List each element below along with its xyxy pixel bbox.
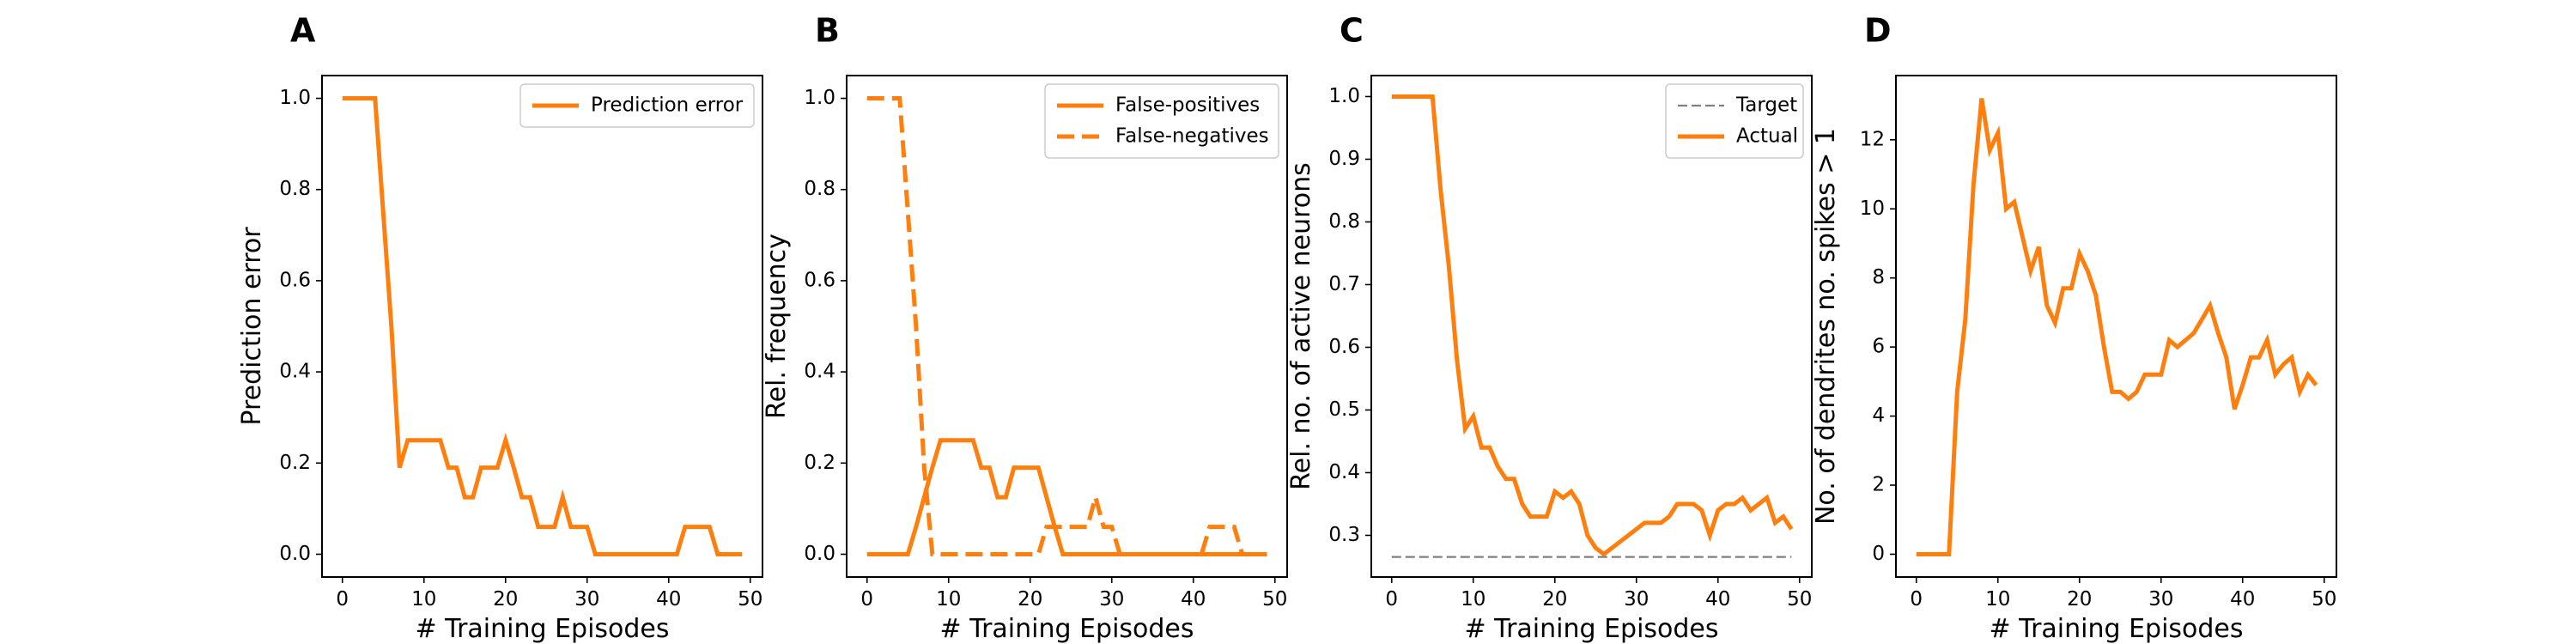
- x-tick-label: 0: [1385, 588, 1398, 611]
- axes-frame: [846, 75, 1288, 578]
- panel-letter: B: [815, 12, 840, 50]
- y-tick-label: 0.8: [1328, 210, 1360, 233]
- y-tick-label: 0.5: [1328, 398, 1360, 421]
- legend: Target Actual: [1665, 83, 1804, 159]
- y-tick-label: 10: [1860, 197, 1885, 220]
- legend-label: Actual: [1736, 125, 1798, 148]
- y-tick-label: 1.0: [1328, 85, 1360, 107]
- x-tick-label: 50: [738, 588, 762, 611]
- x-tick-label: 20: [1018, 588, 1042, 611]
- x-tick-label: 40: [1181, 588, 1206, 611]
- y-tick-label: 0.2: [279, 452, 311, 474]
- x-tick-label: 10: [936, 588, 961, 611]
- axes-frame: [321, 75, 763, 578]
- axes-frame: [1370, 75, 1813, 578]
- series-line-value: [1916, 98, 2318, 556]
- x-tick-label: 30: [574, 588, 599, 611]
- y-tick-label: 6: [1872, 336, 1885, 358]
- y-tick-label: 0.6: [1328, 336, 1360, 358]
- panel-letter: C: [1340, 12, 1364, 50]
- panel-b: B 0 10 20 30 40 50 0.0 0.2 0.4 0.6 0.8 1.0 # Training…: [762, 12, 1288, 644]
- x-tick-label: 50: [1787, 588, 1812, 611]
- x-tick-label: 50: [2312, 588, 2336, 611]
- y-tick-label: 1.0: [279, 87, 311, 109]
- x-tick-label: 40: [656, 588, 681, 611]
- y-tick-label: 0.8: [804, 178, 835, 200]
- x-axis-label: # Training Episodes: [1989, 614, 2243, 644]
- y-tick-label: 0.4: [1328, 461, 1360, 483]
- series-line-prediction-error: [342, 96, 743, 556]
- legend: False-positives False-negatives: [1044, 83, 1279, 159]
- panel-d: D 0 10 20 30 40 50 0 2 4 6 8 10 12 # Training Episodes…: [1811, 12, 2337, 644]
- y-tick-label: 0.2: [804, 452, 835, 474]
- panel-a: A 0 10 20 30 40 50 0.0 0.2 0.4 0.6 0.8 1.0 # Training…: [237, 12, 763, 644]
- x-tick-label: 30: [1099, 588, 1124, 611]
- legend: Prediction error: [519, 83, 755, 128]
- legend-box: [519, 83, 755, 128]
- x-axis-label: # Training Episodes: [939, 614, 1194, 644]
- legend-label: Prediction error: [591, 94, 744, 117]
- series-line-false-positives: [866, 438, 1267, 556]
- y-axis-label: Prediction error: [237, 227, 267, 426]
- y-tick-label: 12: [1860, 128, 1885, 150]
- y-tick-label: 0.9: [1328, 148, 1360, 170]
- y-tick-label: 1.0: [804, 87, 835, 109]
- x-tick-label: 50: [1262, 588, 1287, 611]
- x-tick-label: 10: [1461, 588, 1485, 611]
- y-axis-label: Rel. frequency: [762, 234, 792, 419]
- x-tick-label: 20: [1542, 588, 1567, 611]
- y-tick-label: 0.0: [804, 543, 835, 565]
- y-tick-label: 0.8: [279, 178, 311, 200]
- x-tick-label: 40: [1705, 588, 1730, 611]
- legend-box: [1665, 83, 1804, 159]
- x-tick-label: 0: [1910, 588, 1923, 611]
- x-tick-label: 30: [2148, 588, 2173, 611]
- x-axis-label: # Training Episodes: [415, 614, 669, 644]
- panel-letter: D: [1864, 12, 1892, 50]
- x-tick-label: 20: [2067, 588, 2092, 611]
- y-tick-label: 4: [1872, 404, 1885, 427]
- legend-label: False-positives: [1115, 94, 1260, 117]
- y-axis-label: Rel. no. of active neurons: [1286, 162, 1316, 490]
- x-tick-label: 20: [493, 588, 518, 611]
- x-tick-label: 40: [2230, 588, 2255, 611]
- legend-label: False-negatives: [1115, 125, 1269, 148]
- x-tick-label: 0: [336, 588, 349, 611]
- x-tick-label: 0: [860, 588, 873, 611]
- x-tick-label: 10: [411, 588, 436, 611]
- panel-letter: A: [290, 12, 316, 50]
- y-tick-label: 0.4: [804, 361, 835, 383]
- panel-c: C 0 10 20 30 40 50 0.3 0.4 0.5 0.6 0.7 0.8 0.9 1.0 # Tr…: [1286, 12, 1813, 644]
- axes-frame: [1895, 75, 2337, 578]
- y-tick-label: 8: [1872, 266, 1885, 289]
- y-tick-label: 2: [1872, 474, 1885, 496]
- y-tick-label: 0.4: [279, 361, 311, 383]
- legend-label: Target: [1735, 94, 1797, 117]
- x-axis-label: # Training Episodes: [1464, 614, 1718, 644]
- x-tick-label: 10: [1985, 588, 2010, 611]
- y-tick-label: 0.6: [279, 269, 311, 291]
- legend-box: [1044, 83, 1279, 159]
- x-tick-label: 30: [1624, 588, 1649, 611]
- y-tick-label: 0: [1872, 543, 1885, 565]
- series-line-actual: [1391, 94, 1794, 557]
- y-tick-label: 0.0: [279, 543, 311, 565]
- y-axis-label: No. of dendrites no. spikes > 1: [1811, 128, 1841, 525]
- y-tick-label: 0.6: [804, 269, 835, 291]
- y-tick-label: 0.7: [1328, 273, 1360, 295]
- y-tick-label: 0.3: [1328, 524, 1360, 546]
